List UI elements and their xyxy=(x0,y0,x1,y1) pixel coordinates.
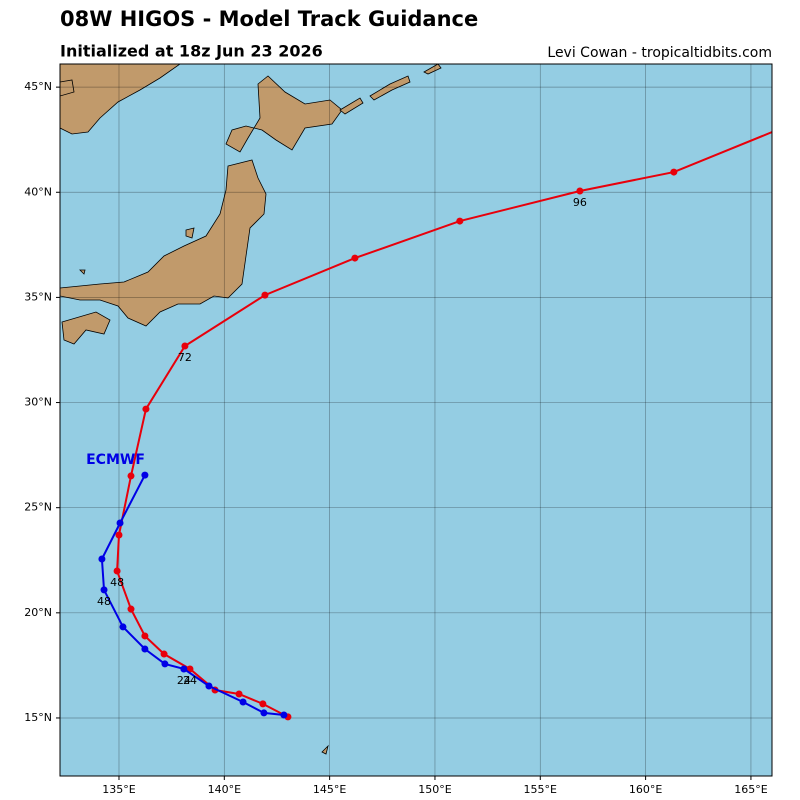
x-tick-label: 150°E xyxy=(418,783,451,796)
y-tick-label: 15°N xyxy=(24,711,52,724)
track-point xyxy=(235,690,243,698)
y-tick-label: 20°N xyxy=(24,606,52,619)
track-point xyxy=(127,472,135,480)
y-tick-label: 45°N xyxy=(24,80,52,93)
point-label: 96 xyxy=(573,196,587,209)
chart-subtitle: Initialized at 18z Jun 23 2026 xyxy=(60,42,323,61)
tracks xyxy=(98,120,797,721)
x-tick-label: 165°E xyxy=(734,783,767,796)
track-point xyxy=(141,645,149,653)
land xyxy=(60,64,442,755)
track-point xyxy=(141,471,149,479)
track-point xyxy=(456,217,464,225)
point-label: 48 xyxy=(110,576,124,589)
point-label: 48 xyxy=(97,595,111,608)
track-point xyxy=(113,567,121,575)
track-point xyxy=(142,405,150,413)
track-line xyxy=(100,474,285,717)
chart-title: 08W HIGOS - Model Track Guidance xyxy=(60,7,478,31)
y-tick-label: 35°N xyxy=(24,290,52,303)
track-point xyxy=(576,187,584,195)
track-point xyxy=(180,665,188,673)
track-point xyxy=(98,555,106,563)
track-point xyxy=(141,632,149,640)
track-point xyxy=(239,698,247,706)
y-tick-label: 40°N xyxy=(24,185,52,198)
track-point xyxy=(100,586,108,594)
track-point xyxy=(259,700,267,708)
track-point xyxy=(119,623,127,631)
track-point xyxy=(186,665,194,673)
ocean xyxy=(60,64,772,776)
track-point xyxy=(181,342,189,350)
x-tick-label: 155°E xyxy=(524,783,557,796)
track-point xyxy=(351,254,359,262)
x-tick-label: 140°E xyxy=(208,783,241,796)
track-point xyxy=(161,660,169,668)
track-point xyxy=(160,650,168,658)
track-point xyxy=(127,605,135,613)
point-label: 24 xyxy=(177,674,191,687)
point-label: 72 xyxy=(178,351,192,364)
point-label: 24 xyxy=(183,674,197,687)
track-point xyxy=(115,531,123,539)
track-point xyxy=(670,168,678,176)
track-point xyxy=(280,711,288,719)
track-point xyxy=(260,709,268,717)
labels: 24 48 72 96 24 48 ECMWF xyxy=(86,196,587,687)
track-point xyxy=(261,291,269,299)
y-tick-label: 30°N xyxy=(24,396,52,409)
track-point xyxy=(116,519,124,527)
axes: 135°E 140°E 145°E 150°E 155°E 160°E 165°E 15°N 2… xyxy=(24,64,772,796)
x-tick-label: 145°E xyxy=(313,783,346,796)
credit: Levi Cowan - tropicaltidbits.com xyxy=(547,45,772,61)
y-tick-label: 25°N xyxy=(24,501,52,514)
track-point xyxy=(790,120,797,127)
series-label: ECMWF xyxy=(86,452,145,468)
track-point xyxy=(205,682,213,690)
x-tick-label: 160°E xyxy=(629,783,662,796)
plot-frame xyxy=(59,63,773,777)
x-tick-label: 135°E xyxy=(102,783,135,796)
